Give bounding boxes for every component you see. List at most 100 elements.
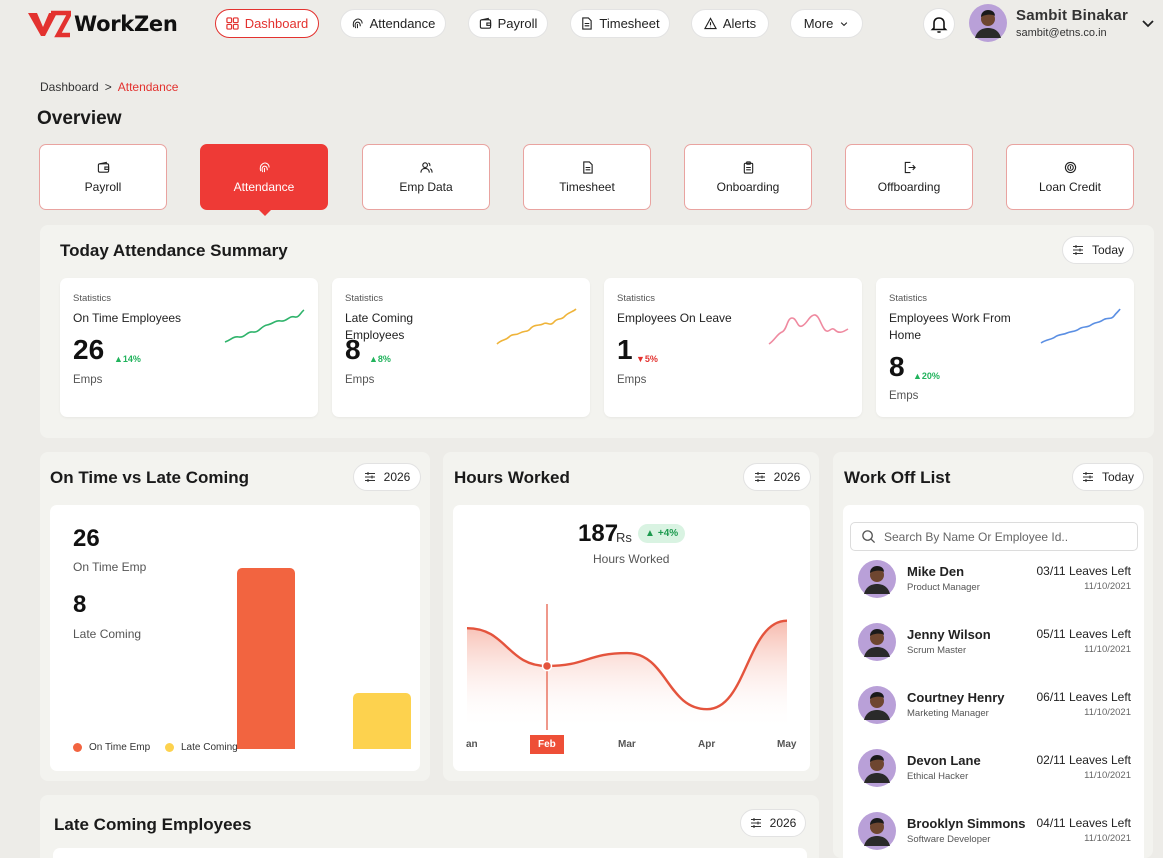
- module-label: Attendance: [233, 179, 295, 194]
- nav-payroll[interactable]: Payroll: [468, 9, 548, 38]
- module-label: Onboarding: [716, 179, 780, 194]
- stat-card-on-leave[interactable]: Statistics Employees On Leave 1 ▼5% Emps: [604, 278, 862, 417]
- bar-on-time[interactable]: [237, 568, 295, 749]
- summary-filter-button[interactable]: Today: [1062, 236, 1134, 264]
- document-icon: [582, 160, 593, 174]
- search-input[interactable]: [884, 529, 1124, 544]
- exit-icon: [904, 161, 916, 173]
- module-label: Loan Credit: [1038, 179, 1102, 194]
- breadcrumb-separator: >: [104, 80, 112, 94]
- module-label: Payroll: [84, 179, 122, 194]
- hours-worked-value: 187: [578, 520, 619, 547]
- leaves-left: 05/11 Leaves Left: [1036, 627, 1131, 641]
- work-off-item[interactable]: Devon Lane Ethical Hacker 02/11 Leaves Lef…: [858, 749, 1134, 793]
- sparkline: [224, 309, 305, 343]
- brand-logo[interactable]: WorkZen: [27, 10, 178, 38]
- avatar: [858, 749, 896, 787]
- employee-name: Jenny Wilson: [907, 627, 991, 642]
- user-profile-menu[interactable]: Sambit Binakar sambit@etns.co.in: [969, 4, 1159, 44]
- document-icon: [582, 17, 593, 30]
- stat-change: ▲20%: [913, 371, 940, 381]
- breadcrumb-current: Attendance: [117, 80, 179, 94]
- avatar: [858, 560, 896, 598]
- ontime-vs-late-filter-button[interactable]: 2026: [353, 463, 421, 491]
- module-payroll[interactable]: Payroll: [39, 144, 167, 210]
- employee-role: Product Manager: [907, 582, 980, 593]
- late-coming-title: Late Coming Employees: [54, 815, 252, 834]
- late-coming-filter-button[interactable]: 2026: [740, 809, 806, 837]
- legend-label: On Time Emp: [89, 742, 151, 753]
- stat-value: 1: [617, 334, 633, 365]
- nav-label: Timesheet: [599, 16, 660, 31]
- clipboard-icon: [743, 160, 753, 174]
- work-off-filter-button[interactable]: Today: [1072, 463, 1144, 491]
- work-off-item[interactable]: Mike Den Product Manager 03/11 Leaves Left…: [858, 560, 1134, 604]
- stat-unit: Emps: [345, 374, 375, 386]
- stat-name: Late Coming Employees: [345, 311, 414, 342]
- highlight-point[interactable]: [541, 660, 553, 672]
- x-tick-may: May: [777, 739, 797, 750]
- hours-worked-filter-button[interactable]: 2026: [743, 463, 811, 491]
- nav-dashboard[interactable]: Dashboard: [215, 9, 319, 38]
- filter-label: 2026: [383, 470, 411, 484]
- avatar: [858, 686, 896, 724]
- module-label: Emp Data: [399, 179, 453, 194]
- user-email: sambit@etns.co.in: [1016, 27, 1107, 39]
- filter-label: 2026: [773, 470, 801, 484]
- wallet-icon: [479, 17, 491, 29]
- stat-card-work-from-home[interactable]: Statistics Employees Work From Home 8 ▲2…: [876, 278, 1134, 417]
- legend-label: Late Coming: [181, 742, 238, 753]
- area-fill: [467, 620, 787, 730]
- ontime-vs-late-title: On Time vs Late Coming: [50, 468, 250, 487]
- nav-attendance[interactable]: Attendance: [340, 9, 446, 38]
- stat-value: 8: [889, 351, 905, 382]
- hours-worked-area-chart[interactable]: [466, 600, 788, 730]
- work-off-item[interactable]: Courtney Henry Marketing Manager 06/11 Lea…: [858, 686, 1134, 730]
- work-off-item[interactable]: Brooklyn Simmons Software Developer 04/11 …: [858, 812, 1134, 856]
- work-off-item[interactable]: Jenny Wilson Scrum Master 05/11 Leaves Lef…: [858, 623, 1134, 667]
- leave-date: 11/10/2021: [1084, 644, 1131, 655]
- x-tick-feb[interactable]: Feb: [530, 735, 564, 754]
- x-tick-apr: Apr: [698, 739, 716, 750]
- module-emp-data[interactable]: Emp Data: [362, 144, 490, 210]
- employee-role: Ethical Hacker: [907, 771, 969, 782]
- user-name: Sambit Binakar: [1016, 7, 1129, 24]
- breadcrumb-root[interactable]: Dashboard: [40, 80, 99, 94]
- nav-label: More: [803, 16, 834, 31]
- module-onboarding[interactable]: Onboarding: [684, 144, 812, 210]
- bar-late-coming[interactable]: [353, 693, 411, 749]
- hours-worked-unit: Rs: [616, 530, 632, 545]
- stat-change: ▲14%: [114, 354, 141, 364]
- stat-label: Statistics: [889, 293, 928, 304]
- module-attendance[interactable]: Attendance: [200, 144, 328, 216]
- nav-more[interactable]: More: [790, 9, 863, 38]
- page-title: Overview: [37, 108, 122, 129]
- fingerprint-icon: [259, 162, 270, 172]
- hours-worked-label: Hours Worked: [593, 552, 670, 566]
- late-coming-panel: [40, 795, 819, 858]
- filter-label: Today: [1101, 470, 1135, 484]
- stat-unit: Emps: [73, 374, 103, 386]
- late-label: Late Coming: [73, 627, 142, 641]
- sparkline: [496, 308, 577, 345]
- stat-card-late-coming[interactable]: Statistics Late Coming Employees 8 ▲8% E…: [332, 278, 590, 417]
- stat-name: Employees On Leave: [617, 311, 732, 325]
- filter-label: 2026: [769, 816, 797, 830]
- wallet-icon: [97, 161, 109, 173]
- module-loan-credit[interactable]: Loan Credit: [1006, 144, 1134, 210]
- nav-timesheet[interactable]: Timesheet: [570, 9, 670, 38]
- module-offboarding[interactable]: Offboarding: [845, 144, 973, 210]
- stat-card-on-time[interactable]: Statistics On Time Employees 26 ▲14% Emp…: [60, 278, 318, 417]
- filter-icon: [1072, 245, 1083, 255]
- nav-alerts[interactable]: Alerts: [691, 9, 769, 38]
- module-timesheet[interactable]: Timesheet: [523, 144, 651, 210]
- stat-change: ▼5%: [636, 354, 658, 364]
- filter-icon: [1082, 472, 1093, 482]
- notifications-button[interactable]: [923, 8, 955, 40]
- work-off-search[interactable]: [850, 522, 1138, 551]
- nav-label: Alerts: [722, 16, 757, 31]
- employee-role: Scrum Master: [907, 645, 967, 656]
- stat-name: Employees Work From Home: [889, 311, 1011, 342]
- bell-icon: [930, 17, 948, 33]
- coin-icon: [1064, 161, 1076, 173]
